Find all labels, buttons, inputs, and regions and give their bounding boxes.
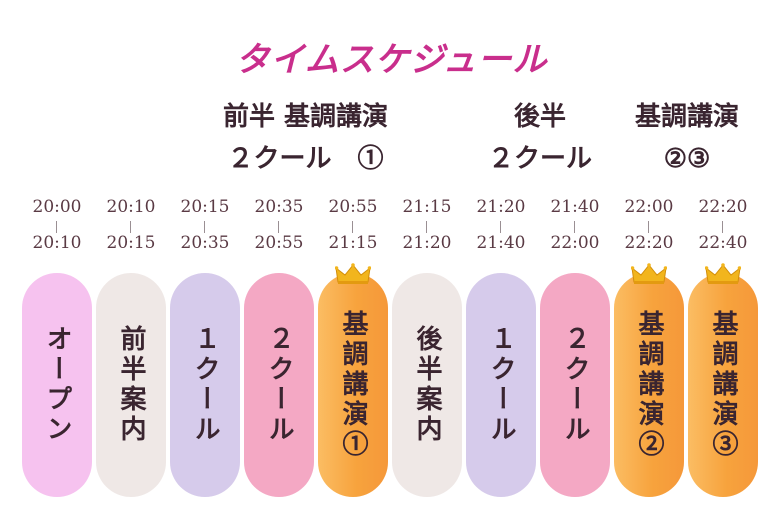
session-label: 基調講演② [634, 310, 664, 460]
session-pill: 基調講演① [318, 273, 388, 497]
end-time: 20:35 [180, 233, 230, 253]
time-divider [426, 221, 427, 233]
session-pill: １クール [466, 273, 536, 497]
page-title: タイムスケジュール [235, 40, 548, 80]
group-first-half: 前半 基調講演 ２クール ① [178, 96, 433, 180]
end-time: 20:55 [254, 233, 304, 253]
session-label: １クール [190, 325, 220, 445]
group-keynote: 基調講演 ②③ [612, 96, 762, 180]
start-time: 21:20 [476, 197, 526, 217]
session-label: 基調講演③ [708, 310, 738, 460]
end-time: 22:00 [550, 233, 600, 253]
group-keynote-line2: ②③ [663, 144, 711, 174]
time-divider [278, 221, 279, 233]
crown-icon [630, 263, 668, 285]
end-time: 21:20 [402, 233, 452, 253]
end-time: 21:15 [328, 233, 378, 253]
end-time: 20:15 [106, 233, 156, 253]
crown-icon [704, 263, 742, 285]
session-label: ２クール [560, 325, 590, 445]
time-divider [500, 221, 501, 233]
group-second-half-line1: 後半 [513, 102, 566, 132]
group-second-half: 後半 ２クール [470, 96, 610, 180]
session-label: 基調講演① [338, 310, 368, 460]
time-divider [56, 221, 57, 233]
session-pill: 基調講演③ [688, 273, 758, 497]
start-time: 20:35 [254, 197, 304, 217]
end-time: 20:10 [32, 233, 82, 253]
start-time: 22:00 [624, 197, 674, 217]
session-label: オープン [42, 325, 72, 445]
session-pill: ２クール [540, 273, 610, 497]
time-divider [574, 221, 575, 233]
session-pill: ２クール [244, 273, 314, 497]
session-pill: 前半案内 [96, 273, 166, 497]
session-label: １クール [486, 325, 516, 445]
session-pill: １クール [170, 273, 240, 497]
start-time: 22:20 [698, 197, 748, 217]
time-divider [204, 221, 205, 233]
start-time: 20:00 [32, 197, 82, 217]
time-divider [722, 221, 723, 233]
start-time: 20:10 [106, 197, 156, 217]
time-divider [648, 221, 649, 233]
time-divider [352, 221, 353, 233]
start-time: 21:40 [550, 197, 600, 217]
session-label: ２クール [264, 325, 294, 445]
end-time: 22:40 [698, 233, 748, 253]
start-time: 20:55 [328, 197, 378, 217]
end-time: 22:20 [624, 233, 674, 253]
session-pill: オープン [22, 273, 92, 497]
group-keynote-line1: 基調講演 [634, 102, 739, 132]
time-divider [130, 221, 131, 233]
session-label: 後半案内 [412, 325, 442, 445]
session-pill: 基調講演② [614, 273, 684, 497]
group-first-half-line1: 前半 基調講演 [222, 102, 389, 132]
group-first-half-line2: ２クール ① [227, 144, 384, 174]
session-label: 前半案内 [116, 325, 146, 445]
crown-icon [334, 263, 372, 285]
start-time: 21:15 [402, 197, 452, 217]
group-second-half-line2: ２クール [487, 144, 592, 174]
start-time: 20:15 [180, 197, 230, 217]
session-pill: 後半案内 [392, 273, 462, 497]
end-time: 21:40 [476, 233, 526, 253]
